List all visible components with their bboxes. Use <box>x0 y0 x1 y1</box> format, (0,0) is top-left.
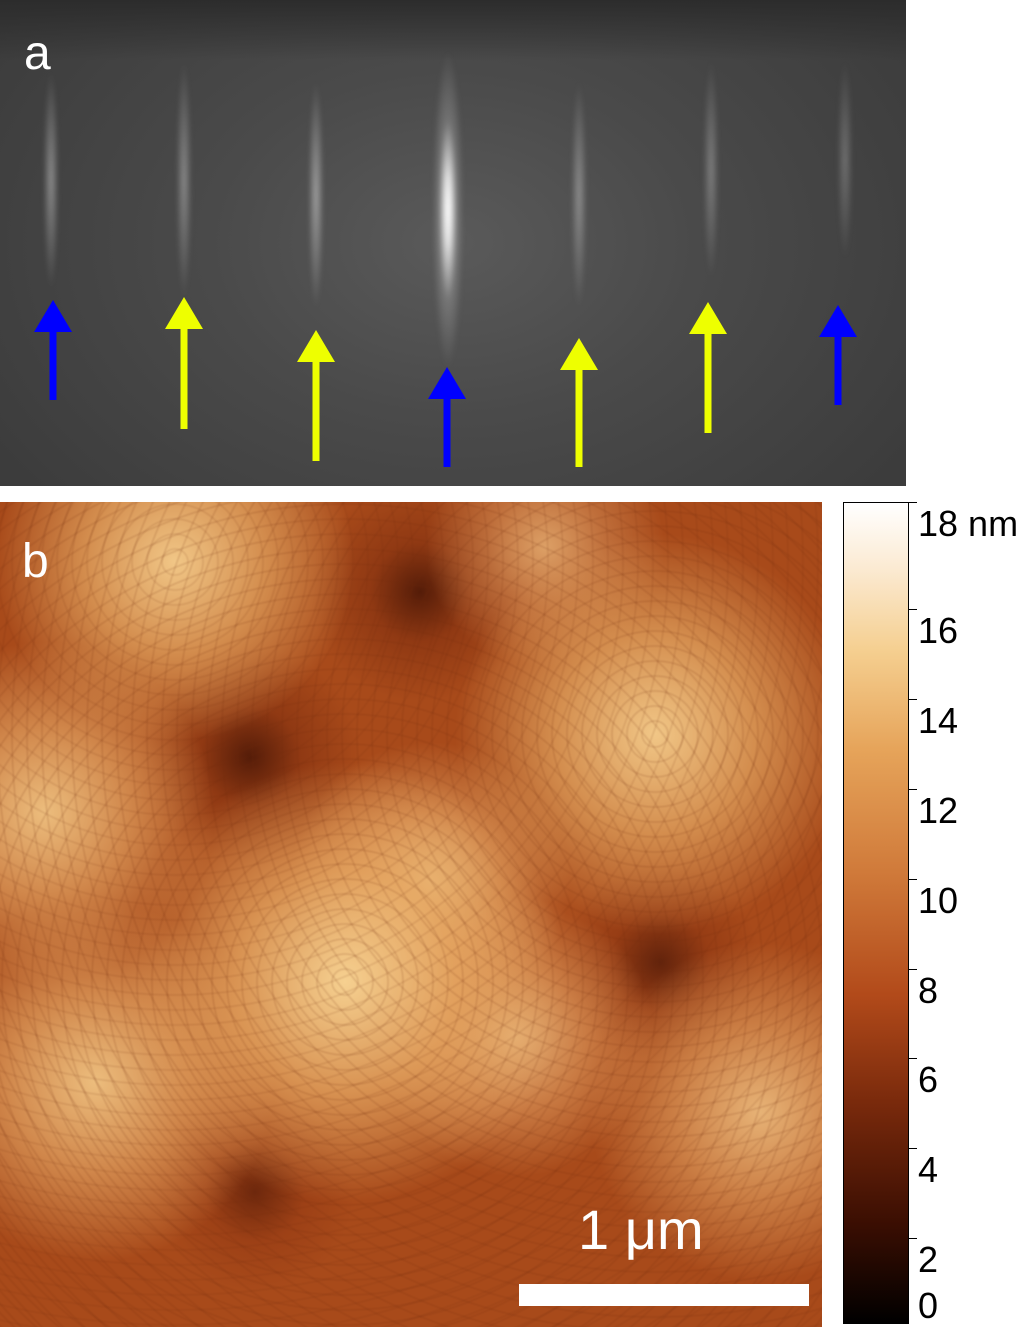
blue-arrow <box>34 300 72 400</box>
scale-bar-label: 1 μm <box>578 1198 704 1261</box>
colorbar-tick-label: 4 <box>918 1149 939 1190</box>
diffraction-streak <box>837 60 853 260</box>
colorbar-tick <box>909 609 917 610</box>
specular-streak <box>432 50 464 370</box>
panel-b-label: b <box>22 535 49 588</box>
panel-a-label: a <box>24 27 51 80</box>
scale-bar <box>519 1284 809 1306</box>
afm-image-panel: b 1 μm <box>0 502 822 1327</box>
colorbar-tick-label: 6 <box>918 1059 939 1100</box>
colorbar-tick-label: 8 <box>918 970 939 1011</box>
diffraction-streak <box>571 80 587 310</box>
colorbar-tick <box>909 1238 917 1239</box>
yellow-arrow <box>297 330 335 461</box>
top-shade <box>0 0 906 60</box>
arrow-layer <box>34 297 857 467</box>
colorbar-tick <box>909 1148 917 1149</box>
colorbar-tick <box>909 502 917 503</box>
terrace-ripples <box>0 502 822 1327</box>
colorbar-tick <box>909 699 917 700</box>
blue-arrow <box>819 305 857 405</box>
colorbar-tick <box>909 789 917 790</box>
rheed-pattern-panel: a <box>0 0 906 486</box>
colorbar-tick-label: 10 <box>918 880 959 921</box>
colorbar-tick-label: 14 <box>918 700 959 741</box>
colorbar-tick <box>909 969 917 970</box>
colorbar-tick-label: 0 <box>918 1285 939 1326</box>
yellow-arrow <box>560 338 598 467</box>
colorbar-tick <box>909 879 917 880</box>
height-colorbar <box>843 502 909 1324</box>
diffraction-streak <box>308 80 324 310</box>
colorbar-tick <box>909 1058 917 1059</box>
yellow-arrow <box>689 302 727 433</box>
yellow-arrow <box>165 297 203 429</box>
diffraction-streak <box>703 60 719 280</box>
colorbar-unit-label: 18 nm <box>918 503 1019 544</box>
colorbar-tick-label: 12 <box>918 790 959 831</box>
colorbar-tick-label: 2 <box>918 1239 939 1280</box>
diffraction-streak <box>176 60 192 300</box>
diffraction-streak <box>43 70 59 290</box>
blue-arrow <box>428 367 466 467</box>
colorbar-tick-label: 16 <box>918 610 959 651</box>
